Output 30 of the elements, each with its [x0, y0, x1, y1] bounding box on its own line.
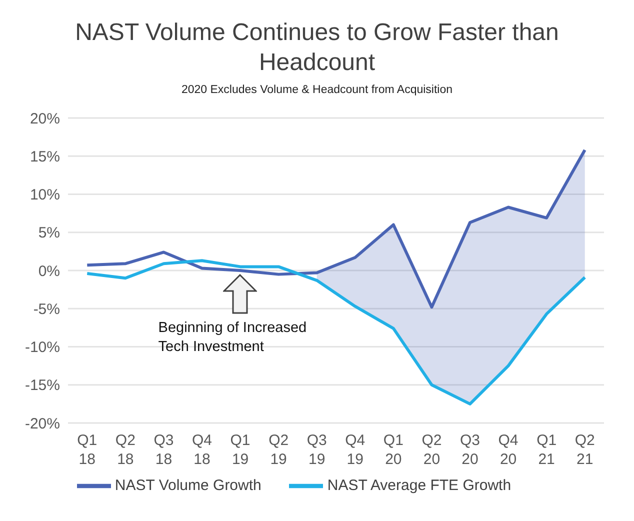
- line-series: [86, 259, 586, 406]
- x-tick-label: Q1 18: [77, 432, 98, 468]
- x-tick-label: Q4 20: [498, 432, 518, 468]
- x-tick-label: Q3 19: [306, 432, 327, 468]
- y-tick-label: 0%: [38, 262, 60, 280]
- y-tick-label: -20%: [24, 415, 60, 432]
- x-tick-label: Q4 19: [345, 432, 366, 468]
- y-tick-label: 10%: [30, 186, 60, 204]
- y-tick-label: -10%: [24, 339, 60, 356]
- x-tick-label: Q4 18: [192, 432, 212, 468]
- legend-label: NAST Average FTE Growth: [327, 476, 512, 494]
- x-tick-label: Q1 20: [383, 432, 404, 468]
- chart-subtitle: 2020 Excludes Volume & Headcount from Acquisition: [180, 84, 454, 96]
- chart-title: NAST Volume Continues to Grow Faster than Headcount: [74, 18, 560, 78]
- x-tick-label: Q3 18: [154, 432, 174, 468]
- y-tick-label: 15%: [30, 148, 60, 166]
- y-tick-label: -15%: [24, 377, 60, 394]
- y-tick-label: 5%: [38, 224, 60, 242]
- annotation: Beginning of Increased Tech Investment: [158, 318, 308, 356]
- x-tick-label: Q2 20: [422, 432, 442, 468]
- x-tick-label: Q2 18: [115, 432, 136, 468]
- x-tick-label: Q2 19: [268, 432, 289, 468]
- x-tick-label: Q1 21: [536, 432, 557, 468]
- legend-label: NAST Volume Growth: [114, 476, 262, 494]
- line-series: [86, 148, 586, 309]
- x-tick-label: Q2 21: [574, 432, 595, 468]
- x-tick-label: Q1 19: [230, 432, 250, 468]
- y-tick-label: 20%: [30, 110, 60, 128]
- x-tick-label: Q3 20: [460, 432, 480, 468]
- y-tick-label: -5%: [33, 300, 60, 318]
